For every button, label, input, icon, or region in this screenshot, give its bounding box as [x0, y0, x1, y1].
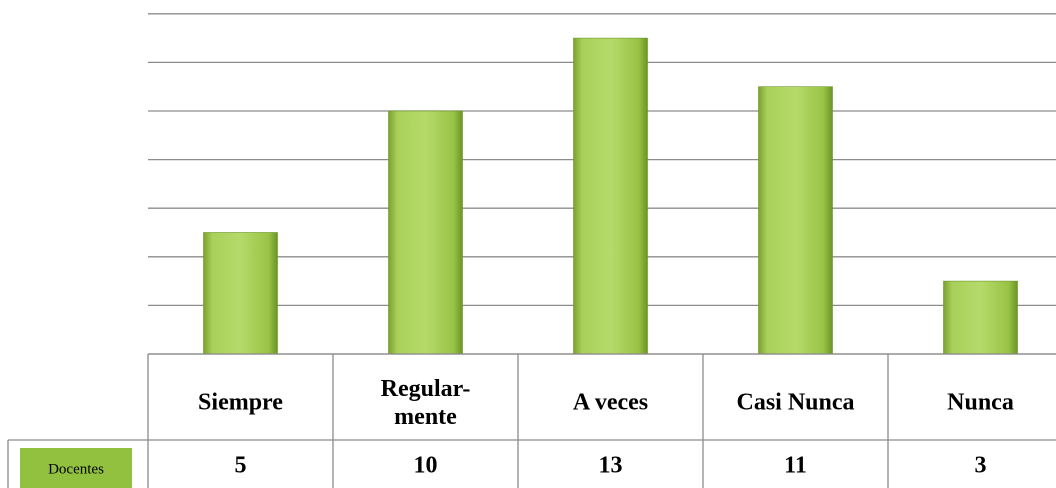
- legend-label: Docentes: [48, 461, 104, 477]
- bar: [758, 86, 833, 355]
- value-cell: 10: [414, 453, 438, 479]
- value-cell: 5: [235, 453, 247, 479]
- value-cell: 11: [784, 453, 807, 479]
- bar: [203, 232, 278, 355]
- bar: [388, 110, 463, 355]
- x-tick-label: A veces: [573, 390, 648, 416]
- value-cell: 13: [599, 453, 623, 479]
- x-tick-label: Casi Nunca: [736, 390, 854, 416]
- x-tick-label: Regular-mente: [381, 376, 471, 430]
- bar: [943, 280, 1018, 355]
- bar: [573, 37, 648, 355]
- x-tick-label: Nunca: [947, 390, 1014, 416]
- value-cell: 3: [975, 453, 987, 479]
- legend-key: [20, 448, 132, 488]
- x-tick-label: Siempre: [198, 390, 283, 416]
